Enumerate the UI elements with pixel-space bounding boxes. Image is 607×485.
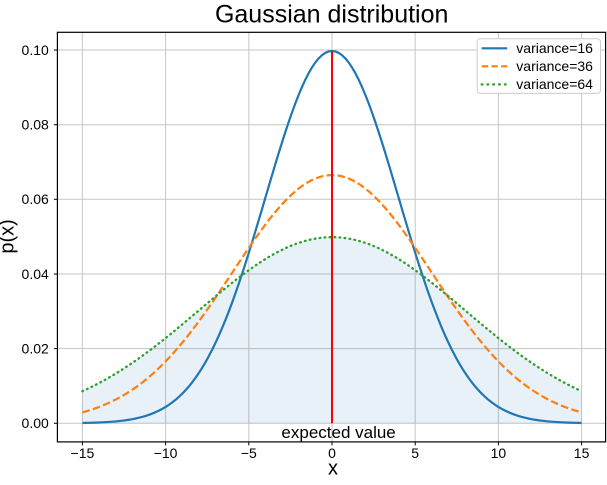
svg-text:Gaussian distribution: Gaussian distribution — [215, 0, 448, 28]
svg-text:0.08: 0.08 — [22, 117, 49, 133]
svg-text:10: 10 — [491, 445, 507, 461]
svg-text:−15: −15 — [71, 445, 95, 461]
svg-text:variance=36: variance=36 — [516, 58, 593, 74]
svg-text:expected value: expected value — [281, 423, 395, 442]
svg-text:0.04: 0.04 — [22, 266, 49, 282]
svg-text:variance=16: variance=16 — [516, 40, 593, 56]
svg-text:−10: −10 — [154, 445, 178, 461]
svg-text:15: 15 — [574, 445, 590, 461]
svg-text:p(x): p(x) — [0, 219, 19, 253]
svg-text:0.10: 0.10 — [22, 42, 49, 58]
svg-text:0: 0 — [328, 445, 336, 461]
svg-text:variance=64: variance=64 — [516, 76, 593, 92]
svg-text:−5: −5 — [241, 445, 257, 461]
svg-text:5: 5 — [411, 445, 419, 461]
svg-text:x: x — [328, 458, 338, 480]
svg-text:0.02: 0.02 — [22, 341, 49, 357]
svg-text:0.06: 0.06 — [22, 191, 49, 207]
svg-text:0.00: 0.00 — [22, 415, 49, 431]
